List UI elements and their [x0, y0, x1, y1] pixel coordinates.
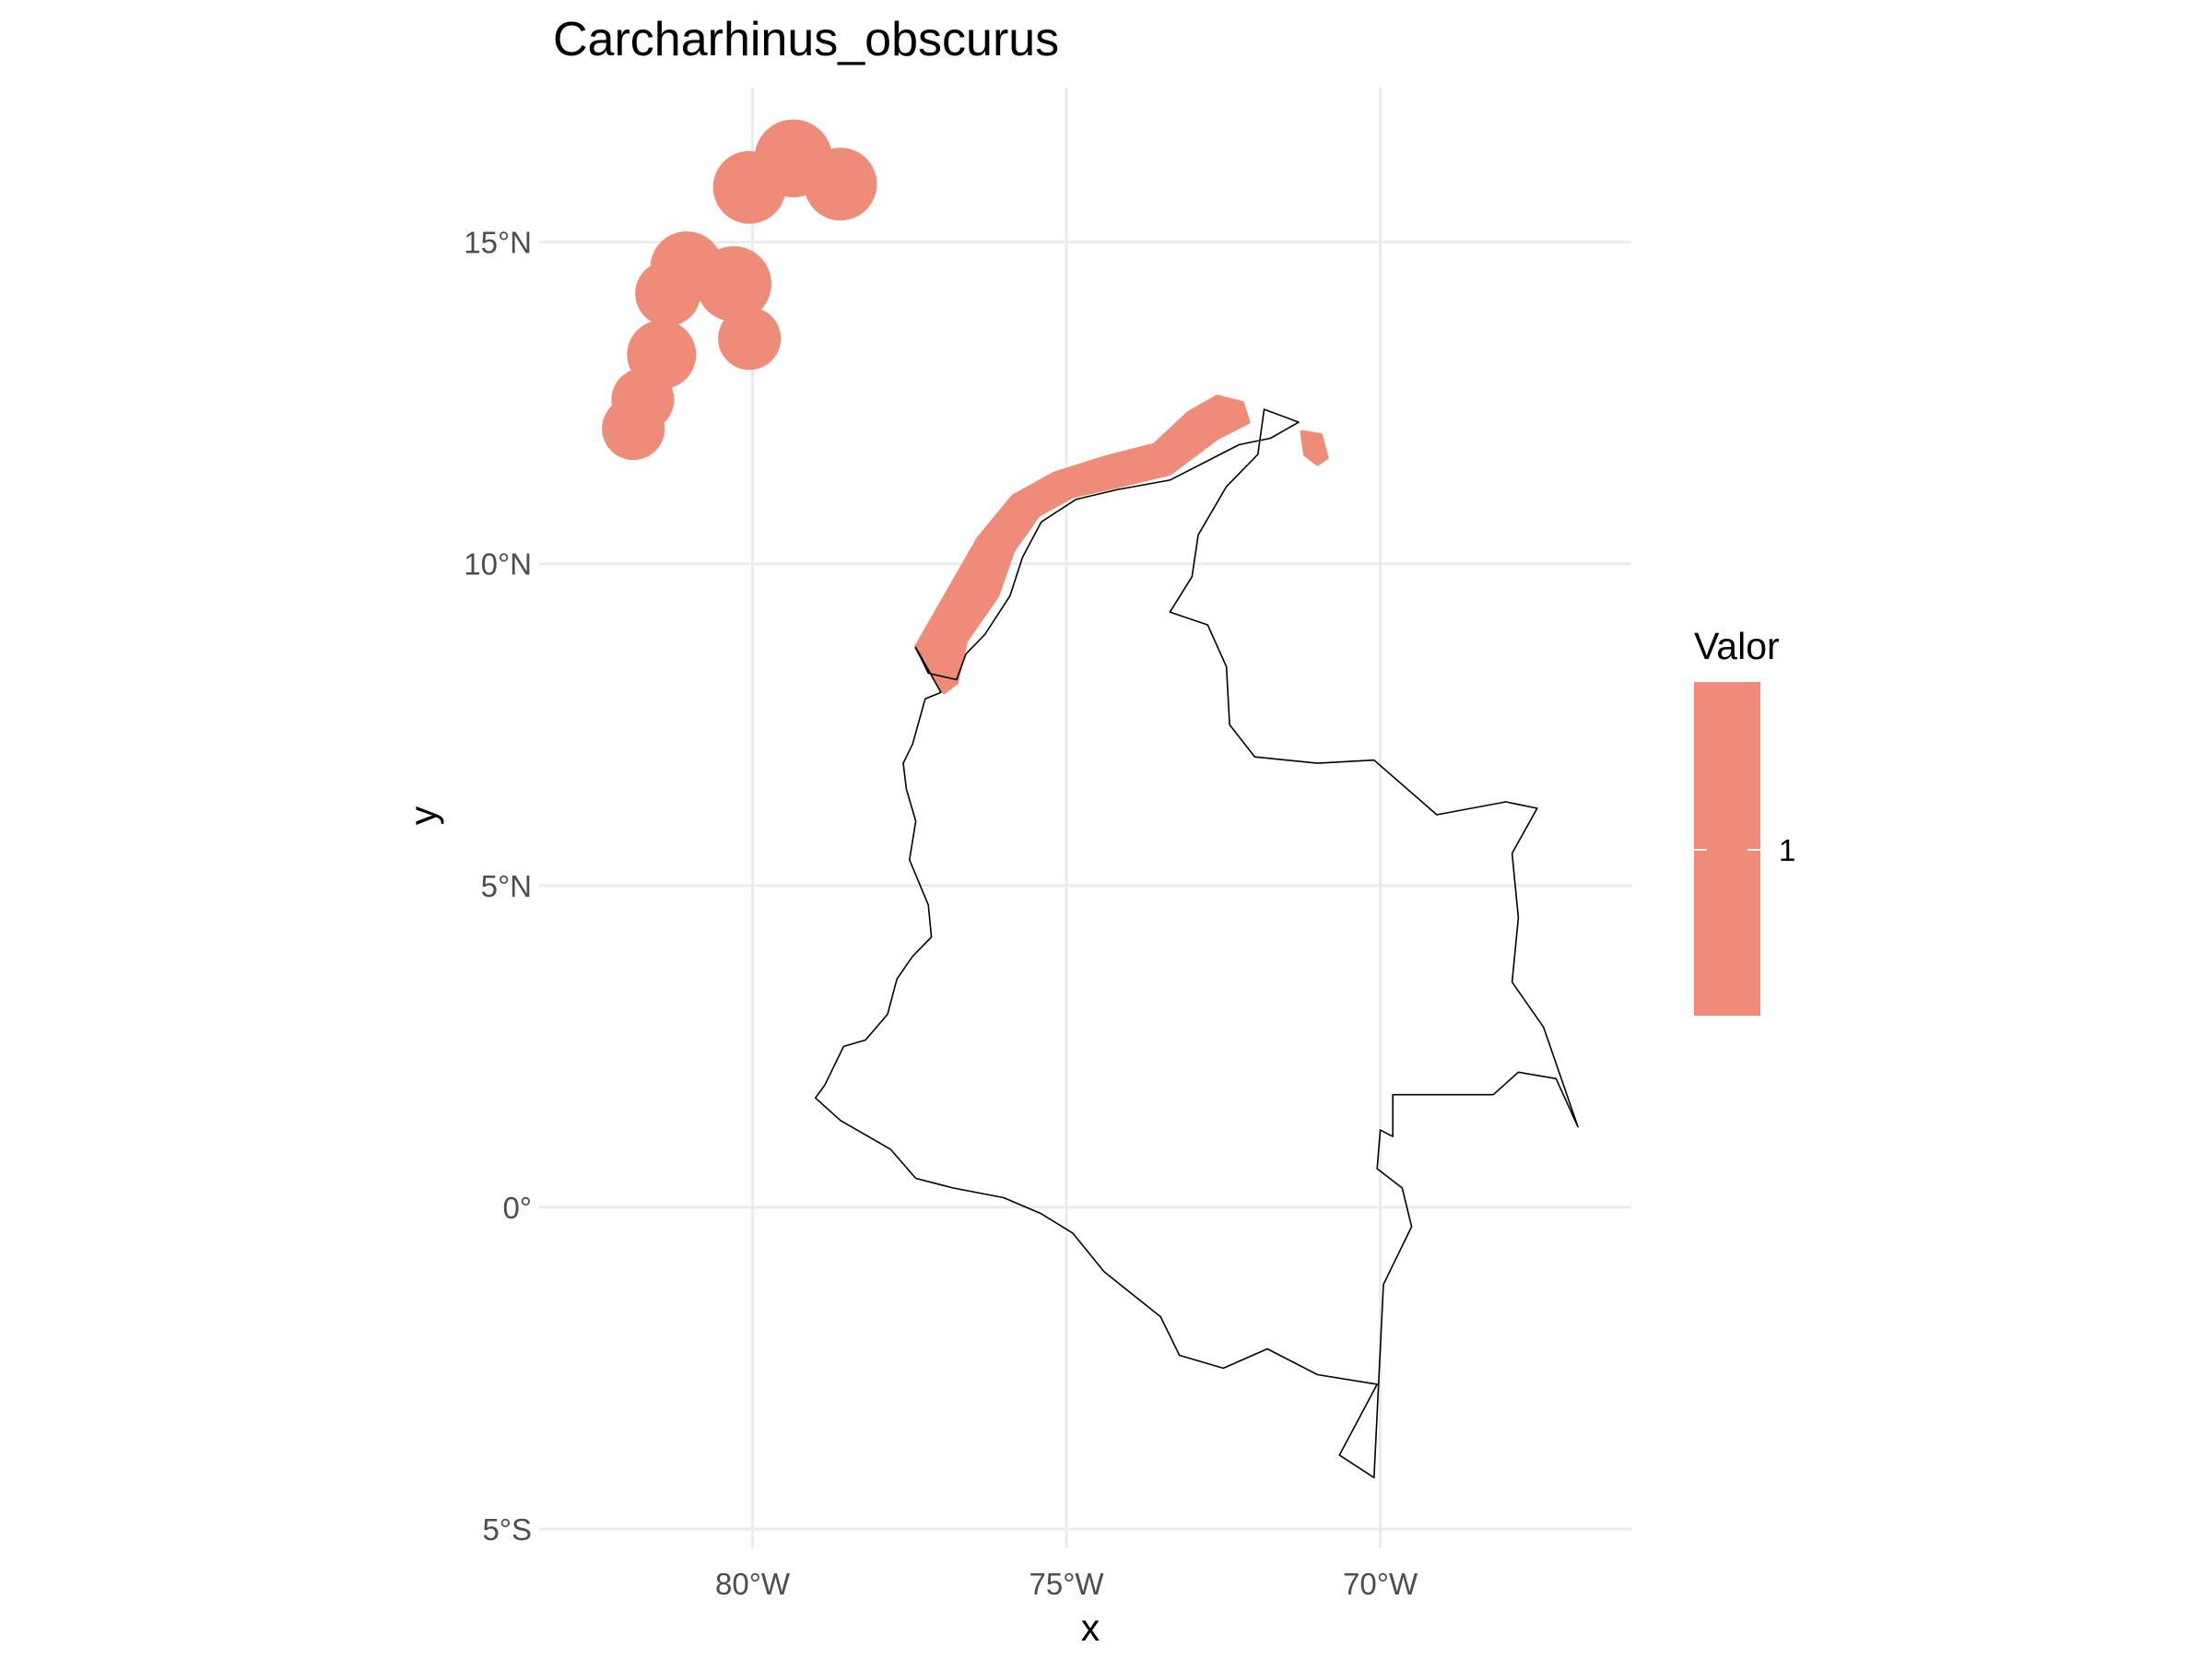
plot-title: Carcharhinus_obscurus — [553, 13, 1059, 66]
legend: Valor 1 — [1694, 625, 1795, 1016]
legend-label-1: 1 — [1779, 833, 1795, 867]
range-island-patch-9 — [602, 397, 665, 461]
range-island-patch-6 — [718, 307, 782, 371]
country-outline — [814, 408, 1579, 1478]
x-tick-label-1: 75°W — [1030, 1567, 1105, 1601]
range-island-patch-5 — [696, 246, 771, 322]
grid-lines — [539, 88, 1631, 1548]
legend-title: Valor — [1694, 625, 1780, 667]
y-tick-label-2: 5°N — [481, 869, 532, 903]
range-coast-patch-0 — [913, 394, 1251, 695]
x-tick-label-0: 80°W — [715, 1567, 791, 1601]
map-layers — [602, 119, 1579, 1478]
range-coast-patch-1 — [1300, 429, 1329, 466]
y-axis-title: y — [402, 806, 444, 825]
y-tick-label-0: 5°S — [482, 1512, 532, 1547]
range-island-patch-4 — [635, 261, 701, 326]
x-axis-ticks: 80°W 75°W 70°W — [715, 1567, 1418, 1601]
species-range — [602, 119, 1329, 695]
y-axis-ticks: 5°S 0° 5°N 10°N 15°N — [464, 226, 532, 1547]
range-island-patch-1 — [712, 150, 786, 224]
range-island-patch-2 — [804, 147, 877, 221]
x-axis-title: x — [1081, 1606, 1100, 1649]
y-tick-label-3: 10°N — [464, 547, 532, 582]
y-tick-label-4: 15°N — [464, 226, 532, 260]
x-tick-label-2: 70°W — [1343, 1567, 1418, 1601]
y-tick-label-1: 0° — [502, 1191, 532, 1225]
